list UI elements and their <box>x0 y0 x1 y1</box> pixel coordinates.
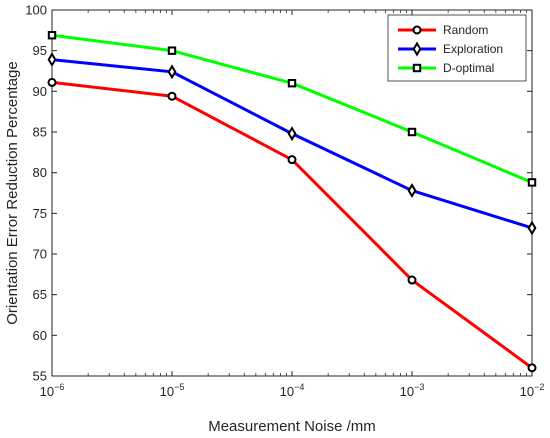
y-tick-label: 60 <box>33 328 47 343</box>
y-axis: 55 60 65 70 75 80 85 90 95 100 <box>25 3 532 384</box>
legend: Random Exploration D-optimal <box>387 14 527 82</box>
square-marker <box>47 31 57 40</box>
square-marker <box>407 127 417 137</box>
series-exploration <box>47 52 537 236</box>
square-marker <box>287 79 297 88</box>
series-random <box>47 77 537 373</box>
diamond-marker <box>527 220 537 236</box>
x-axis: 10−6 10−5 10−4 10−3 10−2 <box>40 10 545 399</box>
x-tick-label: 10−6 <box>40 382 65 399</box>
legend-label: D-optimal <box>443 61 494 75</box>
y-axis-label: Orientation Error Reduction Percentage <box>4 61 21 324</box>
x-tick-label: 10−3 <box>400 382 425 399</box>
circle-marker <box>287 155 297 165</box>
y-tick-label: 80 <box>33 165 47 180</box>
square-marker <box>167 46 177 55</box>
square-marker <box>412 63 422 73</box>
circle-marker <box>412 25 422 35</box>
legend-label: Exploration <box>443 42 503 56</box>
legend-item: Random <box>398 23 488 37</box>
diamond-marker <box>167 64 177 80</box>
circle-marker <box>167 91 177 101</box>
series-d-optimal <box>47 31 537 187</box>
y-tick-label: 70 <box>33 247 47 262</box>
y-tick-label: 55 <box>33 369 47 384</box>
circle-marker <box>47 77 57 87</box>
legend-item: Exploration <box>398 41 503 57</box>
y-tick-label: 75 <box>33 206 47 221</box>
circle-marker <box>527 363 537 373</box>
series-layer <box>47 31 537 373</box>
diamond-marker <box>407 183 417 199</box>
x-axis-label: Measurement Noise /mm <box>208 418 376 435</box>
x-tick-label: 10−5 <box>160 382 185 399</box>
diamond-marker <box>287 126 297 142</box>
circle-marker <box>407 275 417 285</box>
diamond-marker <box>412 41 422 57</box>
legend-item: D-optimal <box>398 61 494 75</box>
x-tick-label: 10−2 <box>520 382 545 399</box>
y-tick-label: 65 <box>33 287 47 302</box>
legend-label: Random <box>443 23 488 37</box>
diamond-marker <box>47 52 57 68</box>
square-marker <box>527 178 537 187</box>
y-tick-label: 85 <box>33 125 47 140</box>
y-tick-label: 100 <box>25 3 47 18</box>
y-tick-label: 90 <box>33 84 47 99</box>
y-tick-label: 95 <box>33 43 47 58</box>
x-tick-label: 10−4 <box>280 382 305 399</box>
